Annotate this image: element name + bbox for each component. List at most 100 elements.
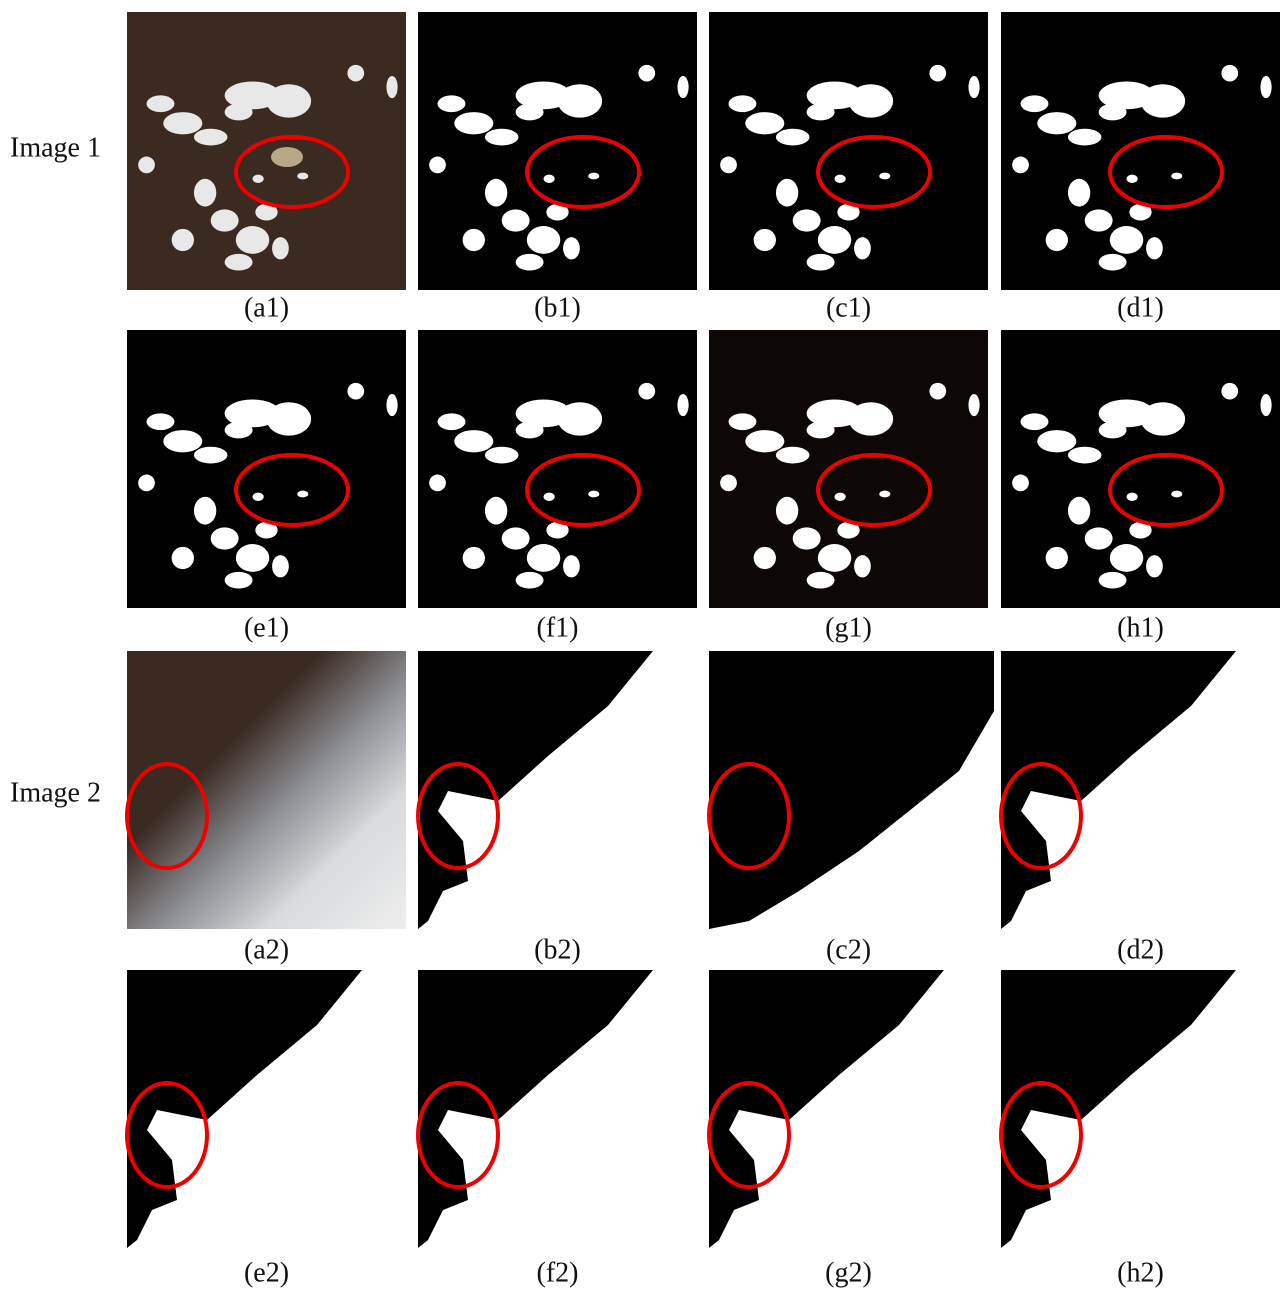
satellite-image	[127, 651, 406, 929]
bright-region	[271, 147, 303, 167]
cloud-blob	[172, 229, 194, 251]
panel-caption: (g2)	[825, 1257, 872, 1288]
cloud-blob	[297, 173, 308, 180]
panel-caption: (c2)	[826, 934, 871, 965]
cloud-blob	[1110, 544, 1143, 572]
cloud-blob	[745, 112, 784, 134]
cloud-blob	[1260, 394, 1271, 416]
panel	[127, 12, 406, 290]
figure: Image 1 Image 2 (a1)(b1)(c1)(d1)(e1)(f1)…	[0, 0, 1280, 1292]
cloud-blob	[236, 226, 269, 254]
cloud-blob	[929, 65, 946, 82]
cloud-blob	[807, 572, 835, 589]
panel-caption: (c1)	[826, 292, 871, 323]
panel	[709, 651, 994, 929]
cloud-blob	[211, 527, 239, 549]
cloud-blob	[1068, 129, 1101, 146]
cloud-blob	[588, 173, 599, 180]
cloud-blob	[929, 383, 946, 400]
panel	[418, 651, 697, 929]
cloud-blob	[1046, 229, 1068, 251]
cloud-blob	[147, 95, 175, 112]
cloud-blob	[438, 95, 466, 112]
cloud-blob	[267, 402, 312, 435]
cloud-blob	[516, 422, 544, 439]
panel-caption: (f1)	[537, 612, 579, 643]
cloud-blob	[677, 394, 688, 416]
cloud-blob	[1127, 493, 1138, 501]
cloud-blob	[386, 76, 397, 98]
cloud-blob	[194, 497, 216, 525]
cloud-blob	[544, 175, 555, 183]
cloud-blob	[1085, 209, 1113, 231]
cloud-blob	[194, 129, 227, 146]
cloud-blob	[807, 422, 835, 439]
cloud-blob	[793, 209, 821, 231]
panel	[709, 330, 988, 608]
panel-caption: (f2)	[537, 1257, 579, 1288]
cloud-blob	[558, 84, 603, 117]
panel-caption: (h1)	[1117, 612, 1164, 643]
panel-caption: (g1)	[825, 612, 872, 643]
cloud-blob	[776, 447, 809, 464]
panel	[1001, 970, 1280, 1248]
cloud-blob	[527, 544, 560, 572]
cloud-blob	[386, 394, 397, 416]
cloud-blob	[1146, 237, 1163, 259]
cloud-blob	[677, 76, 688, 98]
cloud-blob	[138, 475, 155, 492]
cloud-blob	[558, 402, 603, 435]
cloud-blob	[485, 447, 518, 464]
cloud-blob	[849, 84, 894, 117]
cloud-blob	[776, 179, 798, 207]
cloud-blob	[1021, 95, 1049, 112]
cloud-blob	[1046, 547, 1068, 569]
cloud-blob	[563, 237, 580, 259]
cloud-blob	[1221, 65, 1238, 82]
cloud-blob	[1012, 157, 1029, 174]
cloud-blob	[729, 95, 757, 112]
panel	[1001, 12, 1280, 290]
cloud-blob	[879, 173, 890, 180]
cloud-blob	[1068, 179, 1090, 207]
cloud-blob	[818, 226, 851, 254]
cloud-blob	[463, 229, 485, 251]
panel-caption: (h2)	[1117, 1257, 1164, 1288]
cloud-blob	[516, 104, 544, 121]
cloud-blob	[793, 527, 821, 549]
cloud-blob	[720, 475, 737, 492]
cloud-blob	[297, 491, 308, 498]
cloud-blob	[754, 547, 776, 569]
panel	[1001, 651, 1280, 929]
cloud-blob	[1068, 447, 1101, 464]
cloud-blob	[968, 76, 979, 98]
cloud-blob	[194, 179, 216, 207]
cloud-blob	[1037, 430, 1076, 452]
cloud-mask	[709, 330, 988, 608]
cloud-blob	[854, 237, 871, 259]
cloud-blob	[347, 383, 364, 400]
cloud-blob	[272, 555, 289, 577]
panel	[418, 12, 697, 290]
cloud-blob	[638, 383, 655, 400]
cloud-blob	[776, 129, 809, 146]
cloud-blob	[879, 491, 890, 498]
cloud-blob	[225, 254, 253, 271]
cloud-blob	[485, 129, 518, 146]
cloud-blob	[835, 493, 846, 501]
panel-caption: (e2)	[244, 1257, 289, 1288]
cloud-mask	[418, 330, 697, 608]
cloud-blob	[1141, 84, 1186, 117]
cloud-blob	[544, 493, 555, 501]
cloud-blob	[236, 544, 269, 572]
cloud-blob	[1110, 226, 1143, 254]
cloud-blob	[485, 179, 507, 207]
cloud-mask	[1001, 330, 1280, 608]
cloud-blob	[347, 65, 364, 82]
cloud-blob	[163, 430, 202, 452]
panel-caption: (d1)	[1117, 292, 1164, 323]
panel-caption: (d2)	[1117, 934, 1164, 965]
cloud-blob	[854, 555, 871, 577]
cloud-blob	[1141, 402, 1186, 435]
cloud-blob	[463, 547, 485, 569]
